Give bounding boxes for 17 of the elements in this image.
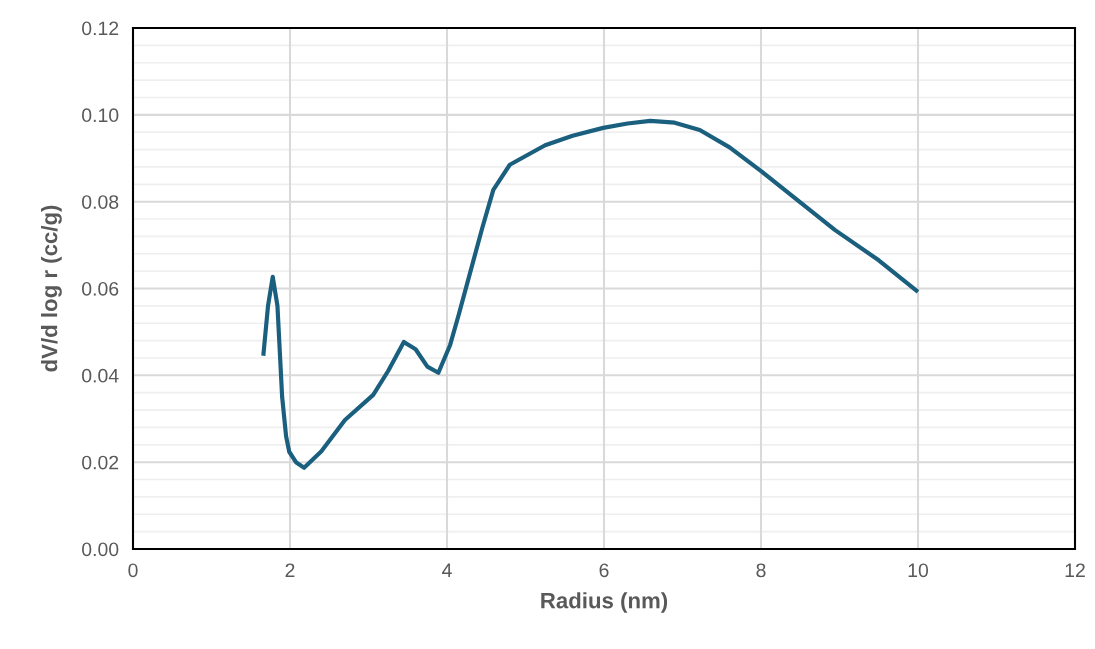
x-tick-label: 0 — [128, 563, 138, 578]
x-tick-label: 12 — [1065, 563, 1085, 577]
y-tick-label: 0.02 — [82, 455, 119, 470]
y-tick-label: 0.08 — [82, 195, 119, 209]
x-tick-label: 6 — [599, 563, 609, 578]
x-tick-label: 2 — [285, 563, 295, 577]
y-axis-title: dV/d log r (cc/g) — [41, 205, 62, 372]
y-tick-label: 0.00 — [82, 542, 119, 557]
x-axis-title: Radius (nm) — [541, 592, 668, 613]
y-tick-label: 0.10 — [82, 108, 119, 123]
y-tick-label: 0.04 — [82, 368, 119, 383]
x-tick-label: 10 — [908, 563, 929, 578]
y-tick-label: 0.06 — [82, 281, 119, 296]
x-tick-label: 4 — [442, 563, 452, 577]
y-tick-label: 0.12 — [82, 21, 119, 36]
line-series — [261, 118, 921, 470]
x-tick-label: 8 — [756, 563, 766, 578]
